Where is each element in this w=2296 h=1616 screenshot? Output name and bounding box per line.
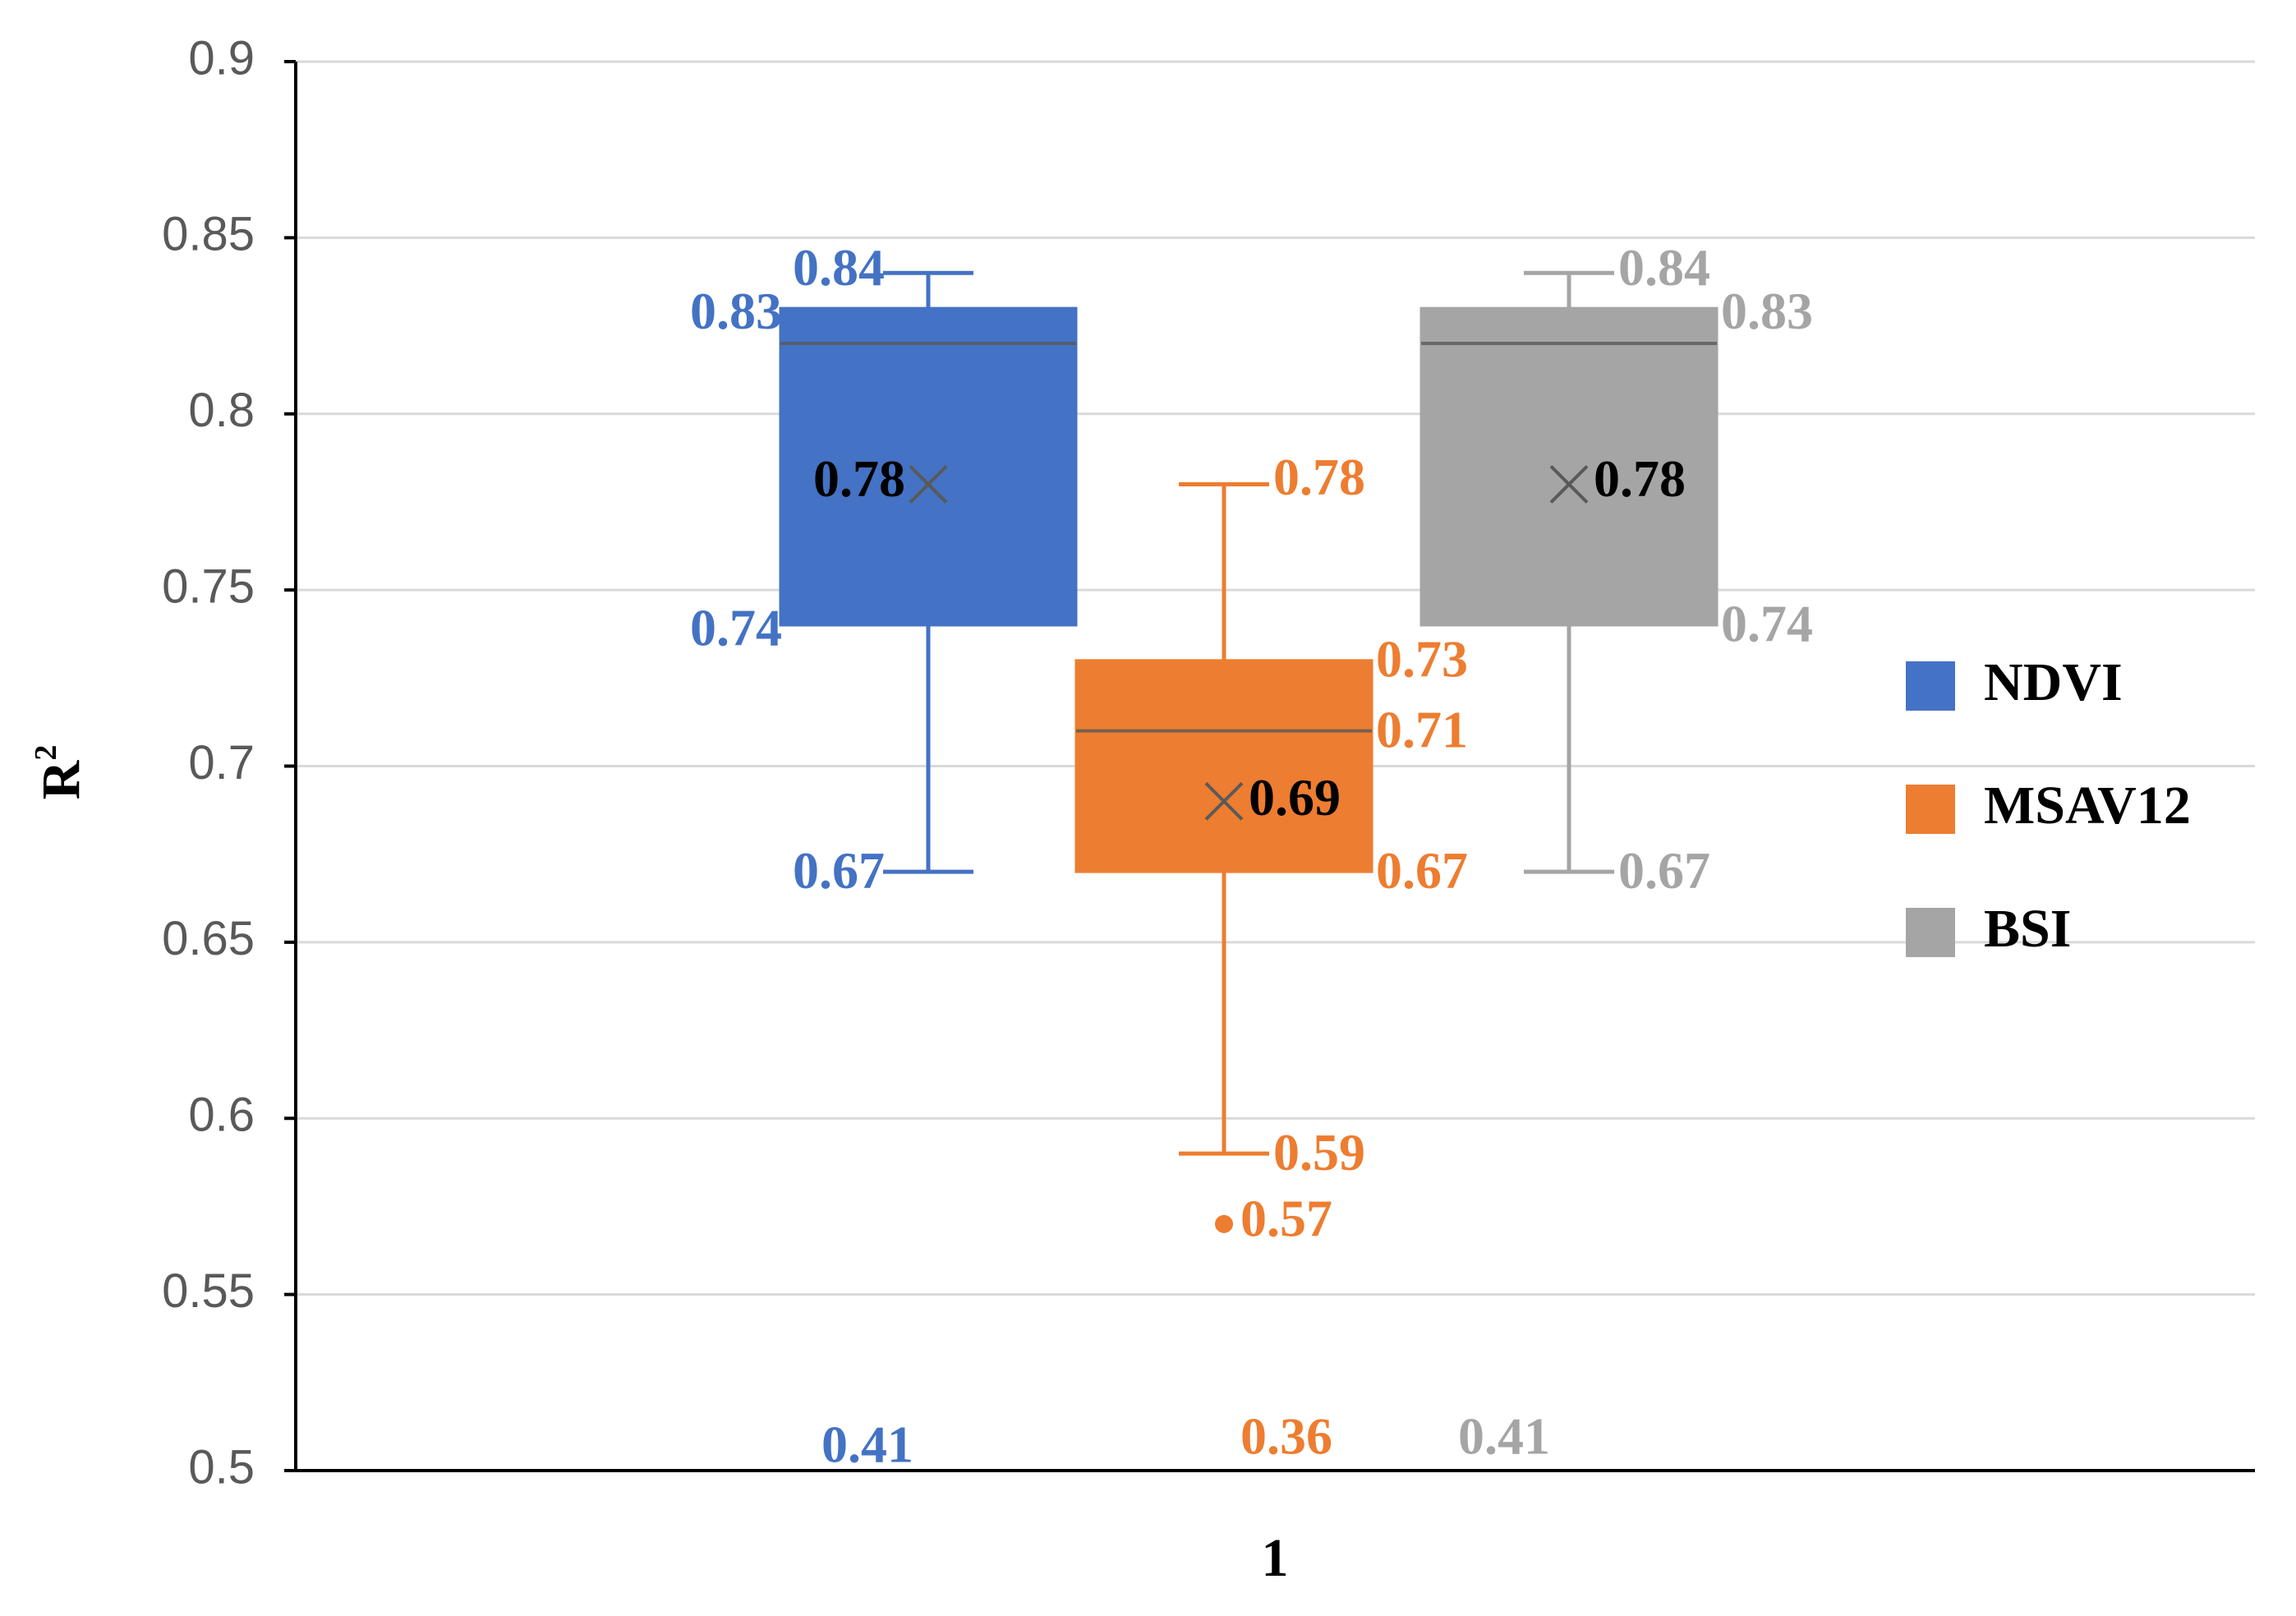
box-iqr bbox=[779, 306, 1078, 627]
y-axis-label-superscript: 2 bbox=[29, 745, 63, 761]
legend-label: NDVI bbox=[1984, 652, 2123, 712]
box-ndvi bbox=[779, 270, 1078, 874]
y-tick-label: 0.65 bbox=[162, 912, 255, 965]
y-tick-label: 0.75 bbox=[162, 559, 255, 613]
y-tick-label: 0.85 bbox=[162, 208, 255, 261]
label-bsi-bottom: 0.41 bbox=[1458, 1407, 1550, 1466]
label-ndvi-q1: 0.74 bbox=[690, 599, 782, 657]
label-bsi-min: 0.67 bbox=[1618, 841, 1710, 900]
legend-swatch bbox=[1906, 785, 1955, 834]
legend-label: MSAV12 bbox=[1984, 776, 2191, 836]
label-msav12-bottom: 0.36 bbox=[1240, 1407, 1332, 1466]
legend-item-ndvi: NDVI bbox=[1906, 652, 2123, 712]
label-msav12-q3: 0.73 bbox=[1376, 630, 1468, 688]
y-axis-label: R2 bbox=[29, 745, 91, 800]
label-msav12-max: 0.78 bbox=[1273, 448, 1365, 506]
legend-item-bsi: BSI bbox=[1906, 899, 2071, 959]
y-tick-label: 0.6 bbox=[188, 1089, 255, 1142]
label-msav12-min: 0.59 bbox=[1273, 1123, 1365, 1181]
legend-label: BSI bbox=[1984, 899, 2071, 959]
legend: NDVI MSAV12 BSI bbox=[1906, 652, 2191, 959]
label-msav12-median: 0.71 bbox=[1376, 700, 1468, 758]
axes bbox=[284, 60, 2255, 1472]
label-ndvi-min: 0.67 bbox=[793, 841, 885, 900]
legend-swatch bbox=[1906, 908, 1955, 957]
mean-marker bbox=[909, 465, 948, 504]
outlier-point bbox=[1215, 1214, 1233, 1233]
label-ndvi-max: 0.84 bbox=[793, 238, 885, 297]
legend-item-msav12: MSAV12 bbox=[1906, 776, 2191, 836]
label-ndvi-mean: 0.78 bbox=[813, 449, 905, 508]
box-msav12 bbox=[1074, 482, 1373, 1233]
data-labels: 0.840.830.780.740.670.410.780.730.710.69… bbox=[690, 238, 1813, 1474]
label-bsi-mean: 0.78 bbox=[1594, 449, 1686, 508]
y-tick-labels: 0.5 0.55 0.6 0.65 0.7 0.75 0.8 0.85 0.9 bbox=[162, 31, 255, 1494]
box-series bbox=[779, 270, 1719, 1233]
box-iqr bbox=[1419, 306, 1719, 627]
gridlines bbox=[296, 60, 2255, 1296]
y-axis-label-base: R bbox=[31, 759, 91, 799]
label-ndvi-bottom: 0.41 bbox=[821, 1416, 913, 1474]
label-msav12-outlier: 0.57 bbox=[1240, 1190, 1332, 1248]
legend-swatch bbox=[1906, 661, 1955, 711]
label-ndvi-q3: 0.83 bbox=[690, 282, 782, 340]
mean-marker bbox=[1549, 465, 1589, 504]
label-msav12-mean: 0.69 bbox=[1249, 768, 1341, 826]
y-tick-label: 0.8 bbox=[188, 384, 255, 437]
y-tick-label: 0.5 bbox=[188, 1440, 255, 1494]
box-bsi bbox=[1419, 270, 1719, 874]
y-tick-label: 0.9 bbox=[188, 31, 255, 85]
label-bsi-max: 0.84 bbox=[1618, 238, 1710, 297]
y-tick-label: 0.55 bbox=[162, 1264, 255, 1318]
label-bsi-q1: 0.74 bbox=[1721, 595, 1813, 653]
label-bsi-q3: 0.83 bbox=[1721, 282, 1813, 340]
x-axis-label: 1 bbox=[1262, 1528, 1289, 1588]
mean-marker bbox=[1204, 781, 1244, 821]
y-tick-label: 0.7 bbox=[188, 736, 255, 790]
label-msav12-q1: 0.67 bbox=[1376, 841, 1468, 900]
box-iqr bbox=[1074, 659, 1373, 873]
